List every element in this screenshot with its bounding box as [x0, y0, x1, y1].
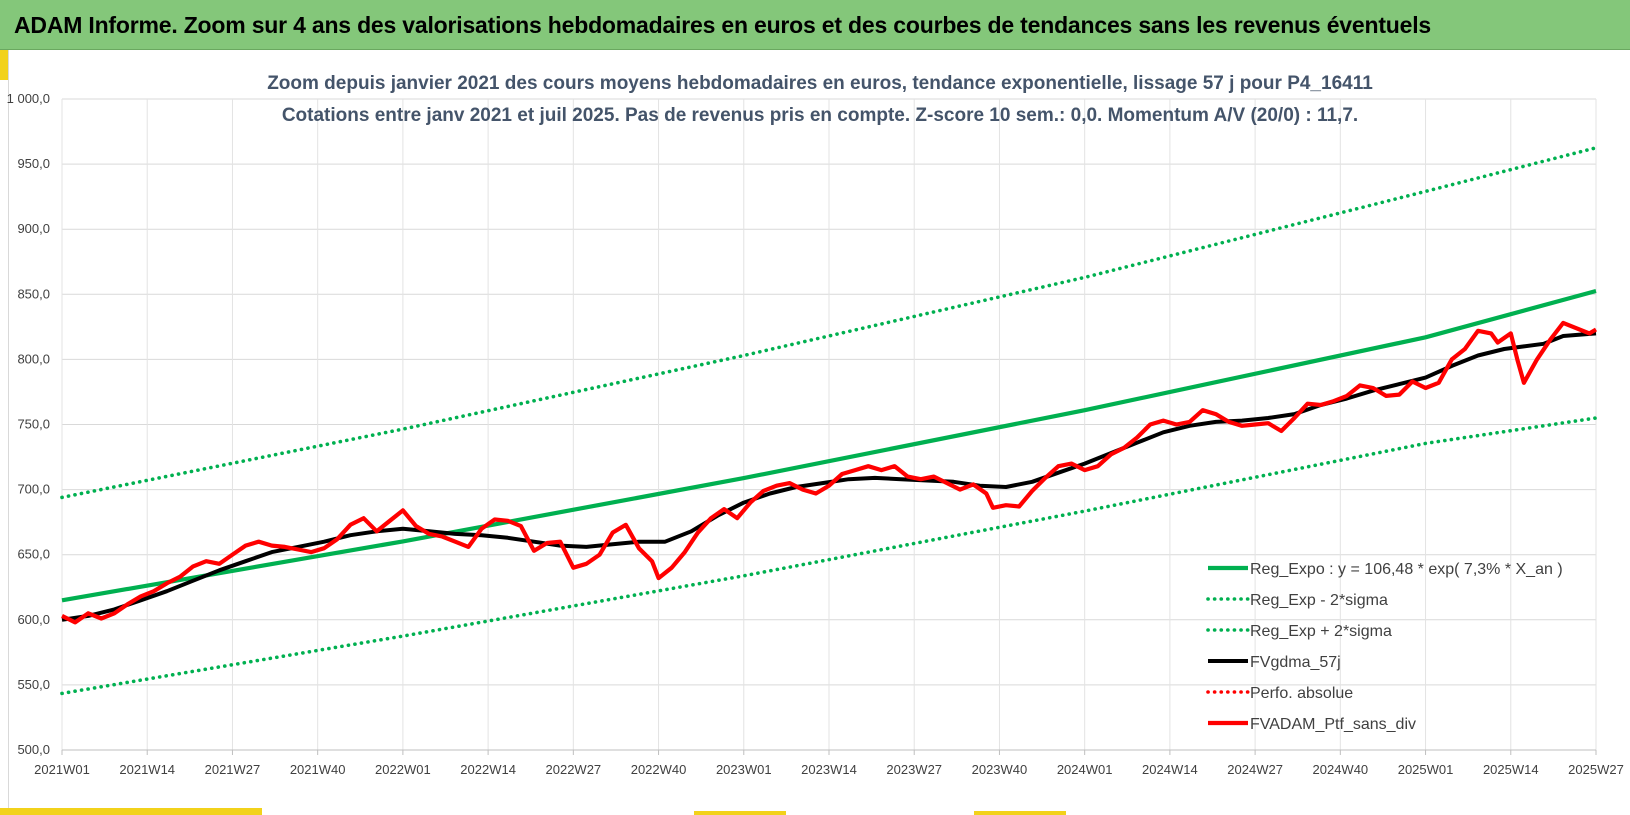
- x-tick-label: 2025W27: [1568, 762, 1624, 777]
- x-tick-label: 2024W01: [1057, 762, 1113, 777]
- legend-label: Reg_Expo : y = 106,48 * exp( 7,3% * X_an…: [1250, 561, 1563, 578]
- series-line-0: [61, 288, 1597, 603]
- x-tick-label: 2021W14: [119, 762, 175, 777]
- series-line-1: [60, 416, 1598, 696]
- x-tick-label: 2023W27: [886, 762, 942, 777]
- y-tick-label: 700,0: [17, 482, 50, 497]
- banner-title: ADAM Informe. Zoom sur 4 ans des valoris…: [14, 12, 1432, 38]
- legend-label: Reg_Exp + 2*sigma: [1250, 623, 1392, 640]
- y-tick-label: 950,0: [17, 156, 50, 171]
- chart-frame: [8, 50, 1629, 808]
- legend: Reg_Expo : y = 106,48 * exp( 7,3% * X_an…: [1206, 561, 1563, 733]
- accent-bar-top: [0, 50, 8, 80]
- y-axis-ticks: 500,0 550,0 600,0 650,0 700,0 750,0 800,0 850,0…: [7, 91, 50, 757]
- y-tick-label: 600,0: [17, 612, 50, 627]
- x-tick-label: 2025W01: [1398, 762, 1454, 777]
- y-tick-label: 750,0: [17, 417, 50, 432]
- y-tick-label: 850,0: [17, 286, 50, 301]
- series-lines: [60, 146, 1598, 696]
- x-tick-label: 2024W40: [1313, 762, 1369, 777]
- y-tick-label: 800,0: [17, 351, 50, 366]
- legend-label: Reg_Exp - 2*sigma: [1250, 592, 1388, 609]
- x-tick-label: 2022W27: [546, 762, 602, 777]
- x-tick-label: 2024W14: [1142, 762, 1198, 777]
- y-tick-label: 1 000,0: [7, 91, 50, 106]
- x-tick-label: 2023W14: [801, 762, 857, 777]
- chart-title: Zoom depuis janvier 2021 des cours moyen…: [267, 73, 1373, 94]
- y-tick-label: 650,0: [17, 547, 50, 562]
- accent-bar-bottom: [0, 808, 262, 815]
- x-tick-label: 2025W14: [1483, 762, 1539, 777]
- x-axis-ticks: 2021W01 2021W14 2021W27 2021W40 2022W01 2022W…: [34, 762, 1624, 777]
- x-tick-label: 2021W27: [205, 762, 261, 777]
- x-tick-label: 2021W01: [34, 762, 90, 777]
- legend-label: Perfo. absolue: [1250, 685, 1353, 702]
- legend-label: FVgdma_57j: [1250, 654, 1341, 671]
- x-tick-label: 2022W01: [375, 762, 431, 777]
- grid-lines: [61, 98, 1597, 755]
- x-tick-label: 2024W27: [1227, 762, 1283, 777]
- y-tick-label: 500,0: [17, 742, 50, 757]
- x-tick-label: 2022W14: [460, 762, 516, 777]
- x-tick-label: 2023W40: [972, 762, 1028, 777]
- y-tick-label: 900,0: [17, 221, 50, 236]
- title-banner: ADAM Informe. Zoom sur 4 ans des valoris…: [0, 0, 1630, 50]
- y-tick-label: 550,0: [17, 677, 50, 692]
- x-tick-label: 2021W40: [290, 762, 346, 777]
- x-tick-label: 2022W40: [631, 762, 687, 777]
- accent-mark: [694, 811, 786, 815]
- legend-label: FVADAM_Ptf_sans_div: [1250, 716, 1416, 733]
- chart-subtitle: Cotations entre janv 2021 et juil 2025. …: [282, 105, 1358, 126]
- accent-mark: [974, 811, 1066, 815]
- series-line-2: [60, 146, 1598, 500]
- series-line-5: [61, 320, 1598, 625]
- x-tick-label: 2023W01: [716, 762, 772, 777]
